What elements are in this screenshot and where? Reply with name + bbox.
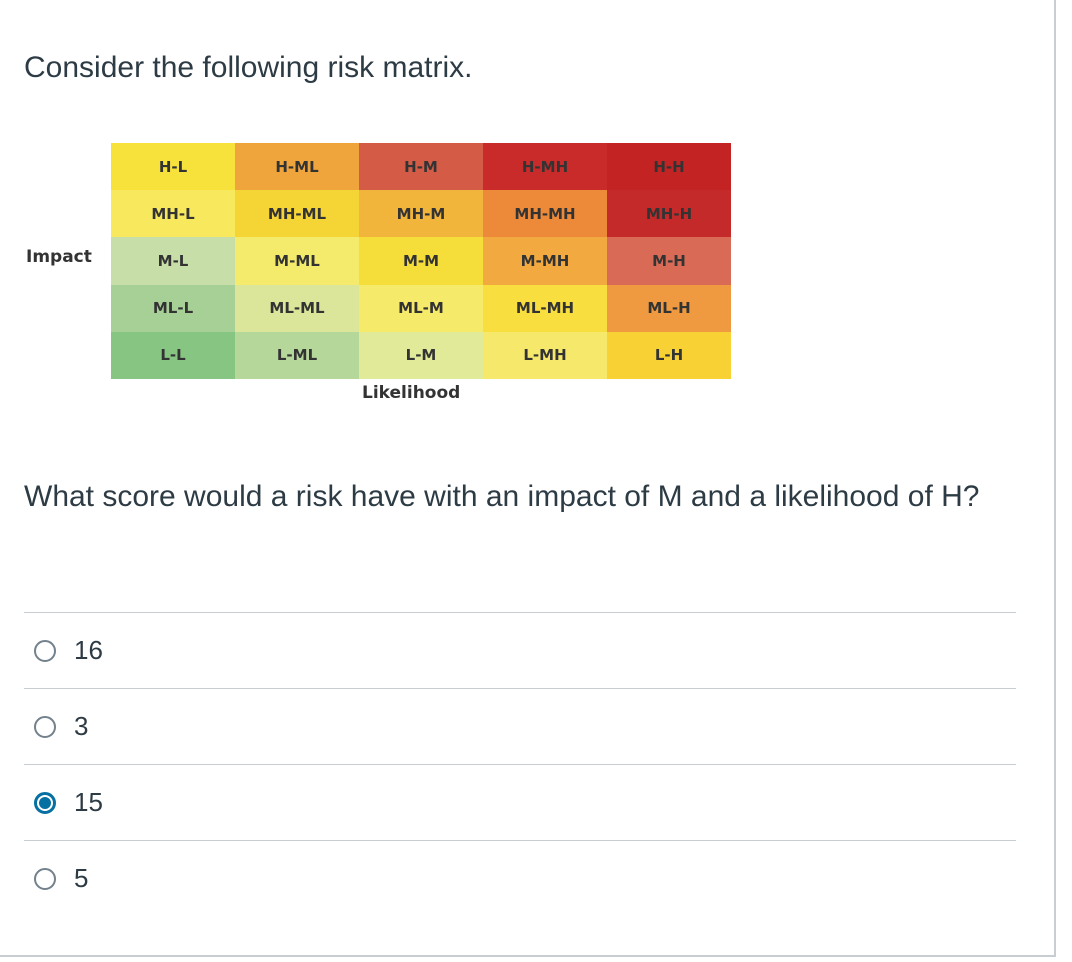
radio-button[interactable] bbox=[34, 867, 56, 890]
radio-button[interactable] bbox=[34, 639, 56, 662]
matrix-cell: MH-ML bbox=[235, 190, 359, 238]
matrix-cell: ML-M bbox=[359, 284, 483, 332]
matrix-cell: ML-L bbox=[111, 284, 235, 332]
answer-options: 16 3 15 5 bbox=[24, 612, 1016, 916]
matrix-cell: L-M bbox=[359, 331, 483, 379]
likelihood-axis-label: Likelihood bbox=[362, 383, 461, 403]
radio-button-selected[interactable] bbox=[34, 791, 56, 814]
matrix-cell: ML-ML bbox=[235, 284, 359, 332]
answer-label: 3 bbox=[74, 711, 89, 741]
question-text: What score would a risk have with an imp… bbox=[24, 480, 980, 513]
answer-label: 5 bbox=[74, 863, 89, 893]
matrix-cell: H-MH bbox=[483, 143, 607, 191]
matrix-cell: H-ML bbox=[235, 143, 359, 191]
matrix-cell: L-ML bbox=[235, 331, 359, 379]
matrix-cell: H-L bbox=[111, 143, 235, 191]
matrix-cell: H-H bbox=[607, 143, 731, 191]
matrix-cell: MH-MH bbox=[483, 190, 607, 238]
radio-button[interactable] bbox=[34, 715, 56, 738]
matrix-cell: M-H bbox=[607, 237, 731, 285]
matrix-cell: MH-L bbox=[111, 190, 235, 238]
matrix-cell: M-MH bbox=[483, 237, 607, 285]
matrix-cell: L-L bbox=[111, 331, 235, 379]
matrix-cell: MH-M bbox=[359, 190, 483, 238]
impact-axis-label: Impact bbox=[26, 247, 92, 267]
risk-matrix-grid: H-L H-ML H-M H-MH H-H MH-L MH-ML MH-M MH-MH MH-H M… bbox=[111, 143, 731, 379]
question-intro: Consider the following risk matrix. bbox=[24, 51, 473, 84]
risk-matrix-figure: Impact H-L H-ML H-M H-MH H-H MH-L MH-ML MH-M MH-… bbox=[20, 143, 740, 413]
quiz-question-card: Consider the following risk matrix. Impa… bbox=[0, 0, 1056, 957]
matrix-cell: M-L bbox=[111, 237, 235, 285]
answer-option[interactable]: 15 bbox=[24, 764, 1016, 840]
matrix-cell: M-ML bbox=[235, 237, 359, 285]
matrix-cell: ML-H bbox=[607, 284, 731, 332]
matrix-cell: MH-H bbox=[607, 190, 731, 238]
matrix-cell: H-M bbox=[359, 143, 483, 191]
matrix-cell: M-M bbox=[359, 237, 483, 285]
answer-option[interactable]: 3 bbox=[24, 688, 1016, 764]
answer-label: 16 bbox=[74, 635, 103, 665]
matrix-cell: L-H bbox=[607, 331, 731, 379]
answer-label: 15 bbox=[74, 787, 103, 817]
answer-option[interactable]: 5 bbox=[24, 840, 1016, 916]
answer-option[interactable]: 16 bbox=[24, 612, 1016, 688]
matrix-cell: L-MH bbox=[483, 331, 607, 379]
matrix-cell: ML-MH bbox=[483, 284, 607, 332]
